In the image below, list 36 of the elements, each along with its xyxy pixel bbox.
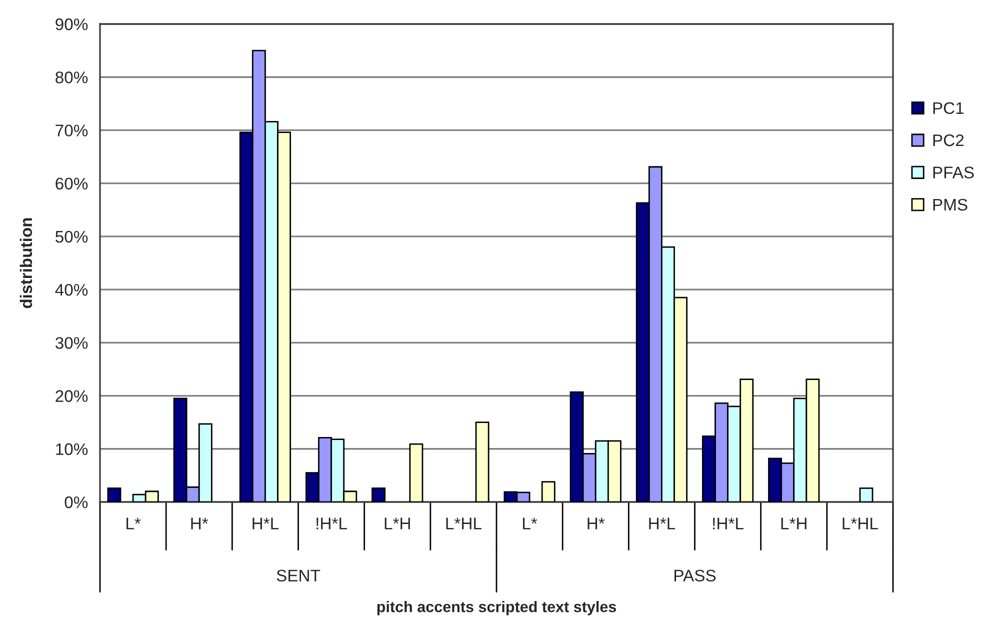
y-tick-label: 20% <box>56 390 88 402</box>
x-tick-label: !H*L <box>713 518 744 530</box>
x-tick-label: L*H <box>384 518 410 530</box>
bar <box>409 443 424 502</box>
bar <box>541 481 556 502</box>
bar <box>859 487 874 502</box>
text: PASS <box>674 570 716 582</box>
legend-label: PMS <box>933 198 968 211</box>
x-tick-label: H* <box>588 518 605 530</box>
bar <box>107 487 122 502</box>
y-tick-label: 10% <box>56 443 88 456</box>
x-tick-label: !H*L <box>316 518 347 530</box>
y-axis-title: distribution <box>20 218 32 308</box>
y-tick-label: 0% <box>64 496 88 508</box>
bar <box>372 487 386 502</box>
x-tick-label: L*HL <box>842 518 878 530</box>
x-axis-title: pitch accents scripted text styles <box>377 600 616 616</box>
legend-label: PC2 <box>933 134 964 146</box>
x-tick-label: H* <box>191 518 208 530</box>
x-tick-label: H*L <box>649 518 676 530</box>
text: SENT <box>276 570 320 582</box>
y-tick-label: 40% <box>55 284 88 296</box>
legend-label: PFAS <box>933 166 974 178</box>
y-tick-label: 70% <box>56 124 88 136</box>
y-tick-label: 90% <box>56 18 88 30</box>
x-tick-label: L*H <box>781 518 806 530</box>
y-tick-label: 80% <box>56 72 88 84</box>
x-tick-label: L*HL <box>446 518 482 530</box>
legend-label: PC1 <box>933 102 964 114</box>
y-tick-label: 30% <box>55 337 88 349</box>
x-tick-label: H*L <box>252 518 279 530</box>
bar <box>475 422 490 502</box>
x-tick-label: L* <box>126 518 141 530</box>
x-tick-label: L* <box>523 518 538 530</box>
y-tick-label: 60% <box>56 178 88 190</box>
y-tick-label: 50% <box>56 230 88 243</box>
